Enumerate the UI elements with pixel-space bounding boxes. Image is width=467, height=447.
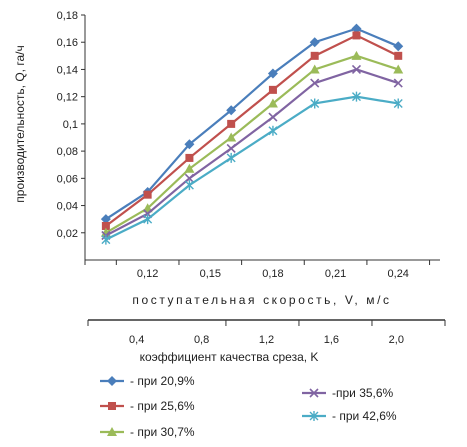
data-point (309, 388, 319, 398)
legend-item: - при 25,6% (100, 399, 195, 413)
data-point (310, 98, 320, 109)
y-tick-label: 0,16 (57, 37, 78, 49)
x-tick-label: 0,18 (262, 268, 283, 280)
data-point (226, 105, 237, 116)
data-point (351, 64, 362, 75)
data-point (393, 78, 403, 88)
y-axis-ticks: 0,02 0,04 0,06 0,08 0,1 0,12 0,14 0,16 0,18 (57, 10, 85, 240)
legend-item: -при 35,6% (302, 386, 394, 400)
legend-item: - при 42,6% (302, 409, 397, 423)
x-tick-label: 0,12 (137, 268, 158, 280)
data-point (351, 23, 362, 34)
series-layer (100, 23, 404, 245)
legend: - при 20,9% - при 25,6% - при 30,7% -при 35… (100, 374, 397, 439)
data-point (393, 41, 404, 52)
x2-tick-label: 0,4 (129, 334, 144, 346)
series-square (101, 31, 403, 230)
data-point (100, 214, 111, 225)
x-tick-label: 0,24 (388, 268, 409, 280)
series-line (105, 68, 399, 237)
x2-tick-label: 1,6 (324, 334, 339, 346)
data-point (101, 221, 110, 230)
data-point (267, 98, 278, 108)
data-point (142, 203, 153, 213)
data-point (351, 91, 361, 102)
data-point (107, 376, 117, 386)
y-tick-label: 0,14 (57, 64, 78, 76)
x2-axis-ticks: 0,4 0,8 1,2 1,6 2,0 (87, 320, 446, 346)
data-point (267, 68, 278, 79)
y-axis-title: производительность, Q, га/ч (13, 45, 27, 202)
data-point (394, 51, 403, 60)
y-tick-label: 0,1 (63, 119, 78, 131)
legend-item: - при 20,9% (100, 374, 195, 388)
series-triangle (100, 50, 404, 237)
legend-label: -при 35,6% (332, 386, 394, 400)
series-line (105, 34, 399, 227)
data-point (309, 411, 319, 421)
data-point (184, 173, 194, 183)
data-point (226, 132, 237, 142)
x-tick-label: 0,21 (325, 268, 346, 280)
data-point (184, 139, 195, 150)
data-point (184, 163, 195, 173)
data-point (108, 402, 116, 410)
series-line (105, 54, 399, 234)
x-axis-ticks: 0,12 0,15 0,18 0,21 0,24 (84, 260, 431, 280)
data-point (185, 153, 194, 162)
data-point (310, 78, 320, 88)
y-tick-label: 0,04 (57, 201, 78, 213)
x-tick-label: 0,15 (200, 268, 221, 280)
data-point (143, 214, 153, 225)
y-tick-label: 0,18 (57, 10, 78, 22)
series-diamond (100, 23, 404, 225)
plot-frame (84, 15, 445, 321)
legend-label: - при 30,7% (130, 425, 195, 439)
data-point (268, 85, 277, 94)
y-tick-label: 0,08 (57, 146, 78, 158)
x2-tick-label: 0,8 (194, 334, 209, 346)
data-point (351, 50, 362, 60)
x-axis-title: поступательная скорость, V, м/с (132, 293, 391, 307)
data-point (227, 119, 236, 128)
series-line (105, 95, 399, 241)
x2-tick-label: 1,2 (259, 334, 274, 346)
data-point (107, 427, 117, 436)
data-point (309, 64, 320, 74)
data-point (393, 64, 404, 74)
y-tick-label: 0,12 (57, 92, 78, 104)
data-point (226, 152, 236, 163)
legend-item: - при 30,7% (100, 425, 195, 439)
series-star (101, 91, 403, 245)
series-line (105, 27, 399, 221)
y-tick-label: 0,06 (57, 173, 78, 185)
x2-axis-title: коэффициент качества среза, K (140, 350, 319, 364)
legend-label: - при 25,6% (130, 399, 195, 413)
legend-label: - при 42,6% (332, 409, 397, 423)
data-point (101, 234, 111, 245)
data-point (268, 125, 278, 136)
data-point (310, 51, 319, 60)
data-point (268, 112, 278, 122)
data-point (226, 143, 236, 153)
x2-tick-label: 2,0 (389, 334, 404, 346)
data-point (393, 98, 403, 109)
data-point (143, 190, 152, 199)
legend-label: - при 20,9% (130, 374, 195, 388)
y-tick-label: 0,02 (57, 228, 78, 240)
data-point (352, 31, 361, 40)
data-point (184, 180, 194, 191)
data-point (309, 37, 320, 48)
